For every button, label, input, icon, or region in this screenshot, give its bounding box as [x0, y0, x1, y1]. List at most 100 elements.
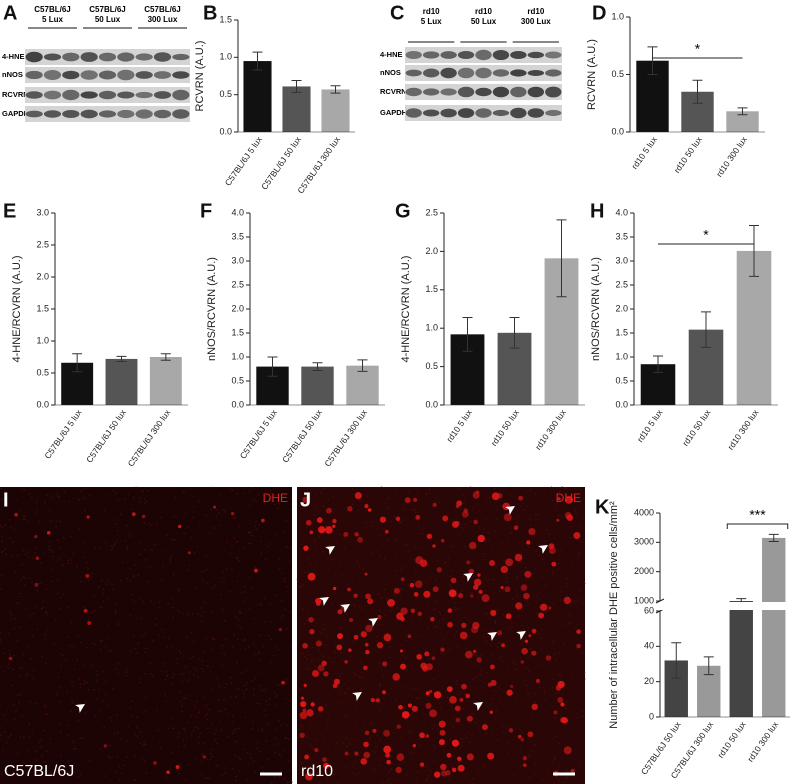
dhe-cell [517, 734, 522, 739]
background-speckle [457, 694, 460, 696]
background-speckle [433, 759, 435, 762]
background-speckle [205, 514, 207, 516]
background-speckle [211, 587, 213, 589]
background-speckle [488, 617, 490, 620]
background-speckle [102, 593, 105, 595]
background-speckle [525, 632, 527, 634]
blot-band [405, 87, 422, 97]
dhe-cell [87, 621, 92, 626]
dhe-cell [364, 730, 370, 736]
significance-bracket [726, 523, 789, 529]
background-speckle [566, 578, 568, 581]
background-speckle [266, 723, 269, 726]
dhe-cell [86, 515, 90, 519]
y-tick-label: 0.5 [611, 69, 624, 79]
background-speckle [0, 588, 2, 590]
background-speckle [566, 770, 569, 773]
background-speckle [86, 647, 89, 649]
dhe-cell [528, 634, 532, 638]
background-speckle [237, 624, 240, 627]
background-speckle [206, 718, 209, 721]
dhe-cell [456, 500, 463, 507]
background-speckle [8, 633, 10, 635]
background-speckle [577, 555, 579, 557]
background-speckle [111, 547, 114, 550]
background-speckle [260, 603, 262, 606]
background-speckle [41, 745, 43, 748]
background-speckle [512, 660, 515, 663]
background-speckle [349, 742, 351, 744]
dhe-cell [415, 556, 424, 565]
background-speckle [336, 781, 339, 784]
background-speckle [507, 536, 510, 539]
background-speckle [175, 496, 177, 498]
background-speckle [101, 639, 104, 642]
background-speckle [500, 505, 503, 507]
background-speckle [488, 496, 491, 498]
background-speckle [583, 546, 585, 548]
background-speckle [355, 739, 358, 742]
background-speckle [528, 753, 531, 756]
dhe-cell [396, 753, 405, 761]
background-speckle [40, 561, 42, 564]
error-bar [357, 359, 368, 372]
background-speckle [551, 641, 554, 643]
dhe-cell [425, 691, 430, 696]
background-speckle [274, 775, 277, 778]
background-speckle [415, 697, 418, 699]
background-speckle [538, 554, 541, 557]
background-speckle [427, 767, 430, 769]
background-speckle [255, 528, 258, 530]
background-speckle [164, 487, 166, 489]
background-speckle [438, 610, 441, 613]
background-speckle [348, 679, 350, 681]
background-speckle [412, 617, 414, 620]
dhe-cell [34, 534, 38, 539]
background-speckle [114, 667, 117, 670]
background-speckle [380, 585, 382, 588]
background-speckle [253, 760, 255, 763]
background-speckle [18, 674, 21, 677]
background-speckle [359, 676, 362, 678]
background-speckle [460, 691, 463, 693]
arrowhead [352, 692, 362, 701]
error-bar [647, 46, 658, 75]
background-speckle [139, 677, 141, 680]
background-speckle [267, 703, 269, 706]
background-speckle [224, 686, 226, 689]
background-speckle [129, 535, 132, 538]
background-speckle [354, 540, 357, 543]
background-speckle [380, 667, 383, 669]
background-speckle [574, 603, 577, 605]
background-speckle [303, 655, 306, 658]
background-speckle [17, 694, 20, 697]
background-speckle [127, 492, 130, 495]
background-speckle [177, 736, 179, 738]
background-speckle [216, 677, 218, 679]
background-speckle [67, 562, 70, 564]
background-speckle [190, 536, 193, 539]
background-speckle [534, 568, 537, 570]
background-speckle [27, 645, 30, 648]
background-speckle [486, 612, 488, 615]
background-speckle [544, 611, 547, 613]
background-speckle [147, 490, 150, 492]
background-speckle [468, 705, 470, 707]
background-speckle [169, 560, 172, 563]
background-speckle [21, 489, 24, 491]
background-speckle [112, 687, 114, 690]
background-speckle [484, 589, 487, 592]
background-speckle [338, 673, 340, 676]
background-speckle [69, 644, 71, 647]
background-speckle [270, 621, 273, 623]
background-speckle [399, 593, 402, 596]
dhe-cell [337, 609, 343, 615]
blot-band [422, 109, 440, 117]
background-speckle [465, 523, 468, 526]
background-speckle [569, 536, 572, 539]
background-speckle [533, 701, 535, 703]
background-speckle [59, 653, 62, 655]
background-speckle [217, 684, 220, 686]
background-speckle [447, 696, 449, 699]
background-speckle [280, 724, 282, 726]
